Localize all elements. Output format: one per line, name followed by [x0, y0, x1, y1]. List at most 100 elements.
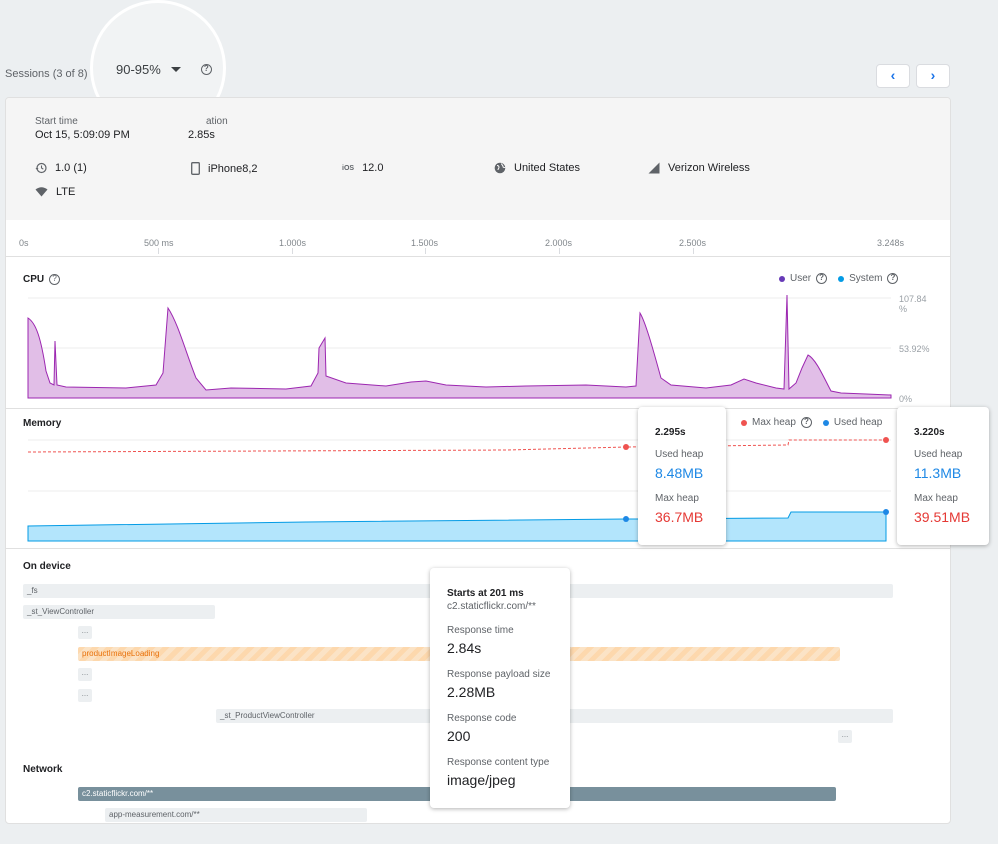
- tick-mark: [425, 248, 426, 254]
- trace-bar[interactable]: _st_ViewController: [23, 605, 215, 619]
- cpu-chart: [27, 294, 892, 399]
- network-request-bar[interactable]: app-measurement.com/**: [105, 808, 367, 822]
- previous-session-button[interactable]: ‹: [876, 64, 910, 88]
- tooltip-used-label: Used heap: [655, 449, 704, 460]
- duration-value: 2.85s: [188, 129, 215, 141]
- start-time-label: Start time: [35, 116, 78, 127]
- trace-collapsed[interactable]: ...: [838, 730, 852, 743]
- network-type: LTE: [35, 186, 75, 198]
- tooltip-content-type-label: Response content type: [447, 757, 550, 768]
- tooltip-content-type-value: image/jpeg: [447, 772, 516, 788]
- device-model-value: iPhone8,2: [208, 162, 258, 175]
- tooltip-time: 3.220s: [914, 427, 945, 438]
- memory-legend: Max heap ? Used heap: [741, 417, 882, 428]
- max-heap-point: [623, 444, 629, 450]
- system-legend-dot: [838, 275, 845, 282]
- help-icon[interactable]: ?: [887, 273, 899, 284]
- country: United States: [494, 162, 580, 174]
- percentile-dropdown[interactable]: 90-95% ?: [116, 62, 212, 77]
- tick-mark: [158, 248, 159, 254]
- device-model: iPhone8,2: [191, 162, 258, 175]
- next-session-button[interactable]: ›: [916, 64, 950, 88]
- timeline-tick: 2.500s: [679, 238, 707, 248]
- max-heap-legend-dot: [741, 419, 747, 426]
- sessions-count: Sessions (3 of 8): [5, 68, 88, 80]
- memory-section-title: Memory: [23, 418, 62, 429]
- carrier-value: Verizon Wireless: [668, 162, 750, 174]
- tooltip-used-value: 11.3MB: [914, 465, 962, 481]
- signal-icon: [648, 162, 660, 174]
- tooltip-used-value: 8.48MB: [655, 465, 704, 481]
- os-version: iOS 12.0: [342, 162, 383, 174]
- used-heap-area: [27, 511, 887, 542]
- cpu-axis-bottom: 0%: [899, 394, 913, 404]
- chevron-down-icon: [170, 67, 181, 72]
- tooltip-url: c2.staticflickr.com/**: [447, 601, 536, 612]
- cpu-user-area: [27, 294, 892, 399]
- tooltip-start: Starts at 201 ms: [447, 588, 524, 599]
- cpu-axis-top: 107.84 %: [899, 294, 927, 314]
- tooltip-response-time-value: 2.84s: [447, 640, 482, 656]
- memory-tooltip: 2.295s Used heap 8.48MB Max heap 36.7MB: [638, 407, 726, 545]
- start-time-value: Oct 15, 5:09:09 PM: [35, 129, 130, 141]
- app-version-value: 1.0 (1): [55, 162, 87, 174]
- tooltip-max-value: 36.7MB: [655, 509, 704, 525]
- max-heap-point: [883, 437, 889, 443]
- legend-user-label: User: [790, 273, 812, 284]
- max-heap-line: [27, 439, 886, 453]
- network-section-title: Network: [23, 764, 63, 775]
- legend-max-heap-label: Max heap: [752, 417, 796, 428]
- used-heap-point: [883, 509, 889, 515]
- tooltip-response-time-label: Response time: [447, 625, 514, 636]
- tick-mark: [693, 248, 694, 254]
- tooltip-max-value: 39.51MB: [914, 509, 971, 525]
- cpu-legend: User ? System ?: [779, 273, 899, 284]
- app-version: 1.0 (1): [35, 162, 87, 174]
- user-legend-dot: [779, 275, 785, 282]
- used-heap-point: [623, 516, 629, 522]
- phone-icon: [191, 162, 200, 175]
- timeline-tick: 2.000s: [545, 238, 573, 248]
- tick-mark: [292, 248, 293, 254]
- cpu-axis-top-unit: %: [899, 304, 908, 314]
- timeline-tick: 500 ms: [144, 238, 174, 248]
- timeline-tick: 1.500s: [411, 238, 439, 248]
- divider: [6, 548, 950, 549]
- ios-icon: iOS: [342, 164, 355, 172]
- tooltip-code-label: Response code: [447, 713, 517, 724]
- help-icon[interactable]: ?: [800, 417, 812, 428]
- tooltip-payload-label: Response payload size: [447, 669, 551, 680]
- tick-mark: [559, 248, 560, 254]
- cpu-axis-top-value: 107.84: [899, 294, 927, 304]
- network-request-tooltip: Starts at 201 ms c2.staticflickr.com/** …: [430, 568, 570, 808]
- divider: [6, 408, 950, 409]
- tooltip-used-label: Used heap: [914, 449, 963, 460]
- cpu-section-title: CPU ?: [23, 274, 61, 285]
- trace-collapsed[interactable]: ...: [78, 668, 92, 681]
- help-icon[interactable]: ?: [49, 274, 61, 285]
- memory-tooltip: 3.220s Used heap 11.3MB Max heap 39.51MB: [897, 407, 989, 545]
- globe-icon: [494, 162, 506, 174]
- tooltip-max-label: Max heap: [655, 493, 699, 504]
- wifi-icon: [35, 187, 48, 197]
- os-version-value: 12.0: [362, 162, 384, 174]
- divider: [6, 256, 950, 257]
- carrier: Verizon Wireless: [648, 162, 750, 174]
- percentile-value: 90-95%: [116, 62, 161, 77]
- help-icon[interactable]: ?: [816, 273, 828, 284]
- help-icon[interactable]: ?: [200, 64, 212, 75]
- on-device-section-title: On device: [23, 561, 71, 572]
- used-heap-legend-dot: [822, 419, 829, 426]
- network-type-value: LTE: [56, 186, 76, 198]
- tooltip-time: 2.295s: [655, 427, 686, 438]
- legend-used-heap-label: Used heap: [833, 417, 883, 428]
- cpu-axis-mid: 53.92%: [899, 344, 930, 354]
- tooltip-payload-value: 2.28MB: [447, 684, 496, 700]
- tooltip-code-value: 200: [447, 728, 471, 744]
- duration-label: ation: [206, 116, 228, 127]
- country-value: United States: [514, 162, 581, 174]
- trace-collapsed[interactable]: ...: [78, 689, 92, 702]
- legend-system-label: System: [849, 273, 883, 284]
- tooltip-max-label: Max heap: [914, 493, 958, 504]
- trace-collapsed[interactable]: ...: [78, 626, 92, 639]
